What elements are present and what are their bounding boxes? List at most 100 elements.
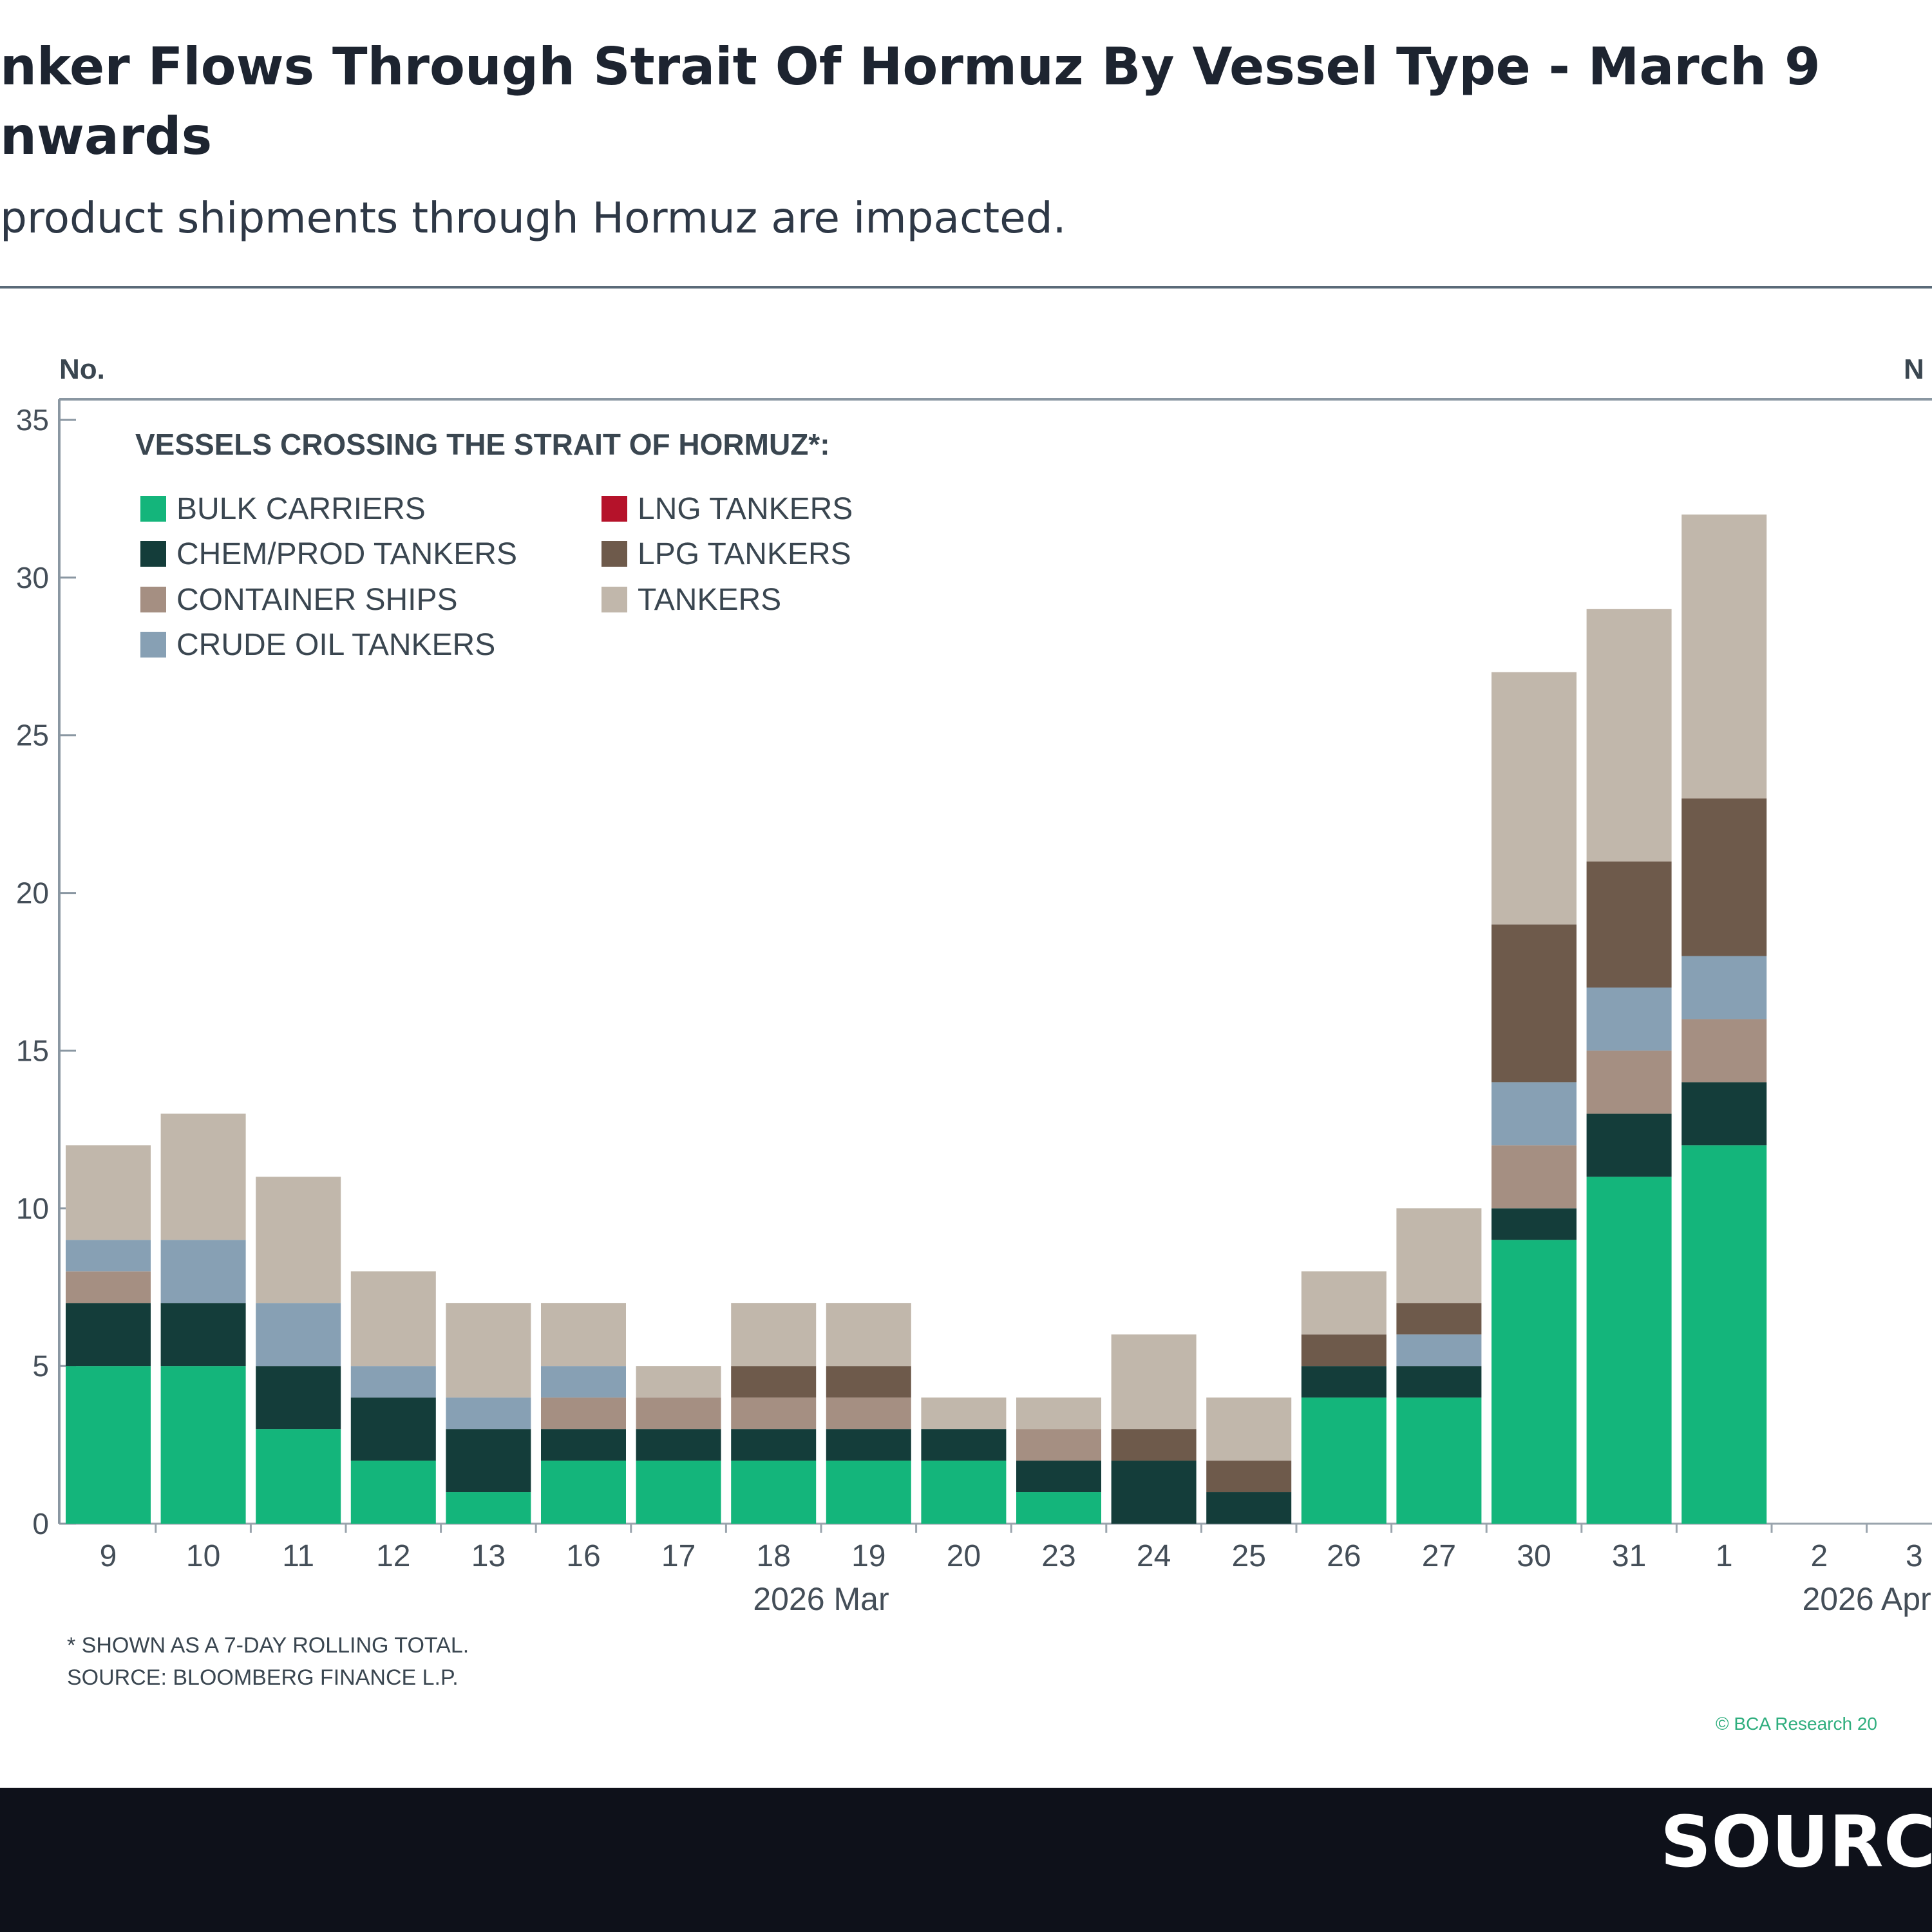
bar-segment: [1586, 987, 1672, 1051]
x-month-label: 2026 Mar: [753, 1581, 889, 1617]
bar-segment: [1301, 1397, 1387, 1524]
bar-segment: [636, 1461, 721, 1524]
bar-segment: [1586, 861, 1672, 988]
bar-segment: [921, 1397, 1007, 1430]
bar-segment: [1301, 1271, 1387, 1335]
bar-segment: [1396, 1397, 1482, 1524]
bar-segment: [636, 1397, 721, 1430]
bar-segment: [1681, 1082, 1767, 1146]
bar-segment: [541, 1303, 626, 1367]
bar-segment: [1111, 1461, 1197, 1524]
bars: [66, 514, 1767, 1524]
x-axis: 9 10 11 12 13 16 17 18 19 20 23 24 25 26 27 30 31 1 2 32026…: [100, 1524, 1931, 1617]
x-tick-label: 1: [1716, 1539, 1733, 1573]
bar-segment: [1681, 956, 1767, 1019]
bar-segment: [1396, 1366, 1482, 1398]
y-tick-label: 25: [16, 719, 49, 752]
bar-segment: [160, 1113, 246, 1240]
x-tick-label: 16: [566, 1539, 600, 1573]
bar-segment: [731, 1429, 817, 1461]
bar-segment: [1396, 1303, 1482, 1335]
bar-segment: [446, 1303, 531, 1398]
bar-segment: [1492, 1208, 1577, 1240]
legend-label: CRUDE OIL TANKERS: [176, 628, 495, 662]
y-axis-unit-right: N: [1904, 354, 1924, 385]
bar-segment: [731, 1397, 817, 1430]
footer-source-label: SOURC: [1660, 1801, 1932, 1883]
legend-swatch: [140, 587, 166, 612]
bar-segment: [1206, 1461, 1292, 1493]
legend-label: LNG TANKERS: [638, 492, 853, 526]
bar-segment: [1016, 1429, 1101, 1461]
bar-segment: [446, 1429, 531, 1493]
bar-segment: [1681, 1019, 1767, 1083]
x-tick-label: 11: [282, 1539, 314, 1573]
x-tick-label: 26: [1327, 1539, 1361, 1573]
chart-notes: * SHOWN AS A 7-DAY ROLLING TOTAL. SOURCE:…: [67, 1633, 1877, 1734]
x-tick-label: 2: [1810, 1539, 1828, 1573]
bar-segment: [66, 1240, 151, 1272]
x-tick-label: 19: [851, 1539, 886, 1573]
bar-segment: [1206, 1397, 1292, 1461]
x-tick-label: 27: [1422, 1539, 1456, 1573]
bar-segment: [921, 1429, 1007, 1461]
legend-label: CHEM/PROD TANKERS: [176, 537, 517, 571]
bar-segment: [826, 1366, 911, 1398]
legend-swatch: [601, 587, 627, 612]
legend-swatch: [140, 496, 166, 522]
bar-segment: [1586, 1050, 1672, 1114]
bar-segment: [350, 1397, 436, 1461]
bar-segment: [1492, 1240, 1577, 1524]
copyright-label: © BCA Research 20: [1716, 1714, 1877, 1734]
legend: VESSELS CROSSING THE STRAIT OF HORMUZ*: B…: [135, 428, 853, 662]
bar-segment: [350, 1366, 436, 1398]
bar-segment: [1492, 1145, 1577, 1209]
chart-note: SOURCE: BLOOMBERG FINANCE L.P.: [67, 1665, 459, 1690]
bar-segment: [1111, 1429, 1197, 1461]
bar-segment: [1681, 514, 1767, 799]
bar-segment: [541, 1397, 626, 1430]
bar-segment: [1492, 1082, 1577, 1146]
x-tick-label: 12: [376, 1539, 410, 1573]
bar-segment: [350, 1461, 436, 1524]
x-tick-label: 18: [757, 1539, 791, 1573]
x-tick-label: 20: [947, 1539, 981, 1573]
y-tick-label: 5: [32, 1349, 49, 1383]
bar-segment: [66, 1303, 151, 1367]
x-tick-label: 23: [1041, 1539, 1075, 1573]
x-tick-label: 30: [1517, 1539, 1551, 1573]
bar-segment: [1016, 1397, 1101, 1430]
bar-segment: [541, 1461, 626, 1524]
header-divider: [0, 286, 1932, 289]
y-tick-label: 0: [32, 1507, 49, 1540]
bar-segment: [1492, 924, 1577, 1083]
bar-segment: [1396, 1334, 1482, 1367]
bar-segment: [256, 1429, 341, 1524]
legend-label: LPG TANKERS: [638, 537, 851, 571]
x-tick-label: 24: [1137, 1539, 1171, 1573]
x-tick-label: 13: [471, 1539, 506, 1573]
chart-subheadline: product shipments through Hormuz are imp…: [0, 193, 1066, 243]
bar-segment: [446, 1492, 531, 1524]
y-tick-label: 35: [16, 403, 49, 437]
bar-segment: [1016, 1461, 1101, 1493]
bar-segment: [1492, 672, 1577, 925]
bar-segment: [1586, 1177, 1672, 1524]
legend-label: CONTAINER SHIPS: [176, 583, 458, 617]
bar-segment: [541, 1429, 626, 1461]
bar-segment: [66, 1366, 151, 1524]
bar-segment: [826, 1303, 911, 1367]
bar-segment: [826, 1397, 911, 1430]
bar-segment: [256, 1366, 341, 1430]
legend-label: TANKERS: [638, 583, 781, 617]
legend-swatch: [140, 632, 166, 658]
bar-segment: [731, 1366, 817, 1398]
headline-line-2: nwards: [0, 106, 213, 166]
bar-segment: [826, 1429, 911, 1461]
bar-segment: [160, 1366, 246, 1524]
y-tick-label: 10: [16, 1191, 49, 1225]
y-axis-unit-left: No.: [59, 354, 105, 385]
x-tick-label: 10: [186, 1539, 220, 1573]
bar-segment: [66, 1145, 151, 1240]
